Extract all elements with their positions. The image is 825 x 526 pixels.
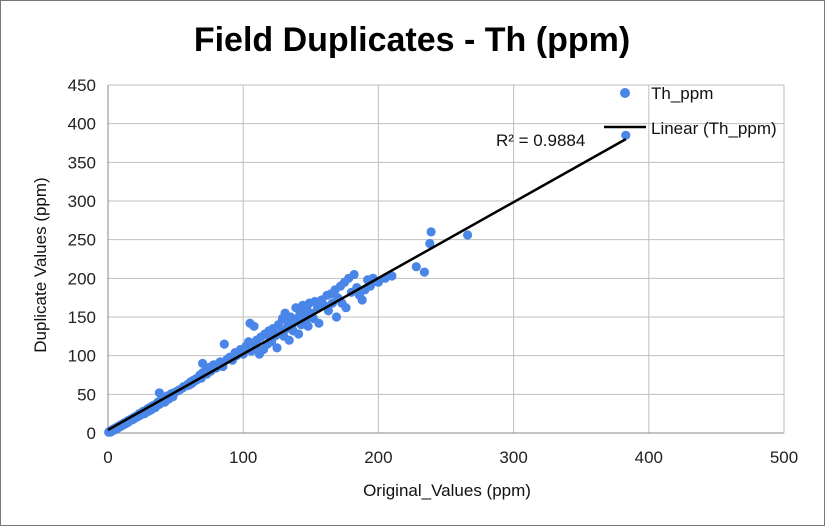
data-point — [244, 337, 254, 347]
axes — [107, 85, 784, 434]
data-point — [303, 321, 313, 331]
legend: Th_ppm Linear (Th_ppm) — [604, 84, 777, 138]
data-point — [425, 238, 435, 249]
data-point — [331, 312, 342, 322]
legend-marker-points — [620, 88, 630, 98]
x-axis-label: Original_Values (ppm) — [363, 481, 531, 500]
data-point — [341, 303, 351, 313]
x-tick-label: 0 — [103, 448, 112, 467]
y-tick-label: 450 — [68, 76, 96, 95]
data-point — [419, 267, 429, 277]
x-tick-label: 200 — [364, 448, 392, 467]
data-point — [357, 295, 367, 305]
data-point — [621, 130, 631, 140]
y-tick-label: 300 — [68, 192, 96, 211]
data-point — [272, 343, 282, 353]
data-point — [219, 339, 229, 349]
y-tick-label: 0 — [87, 424, 96, 443]
r-squared-annotation: R² = 0.9884 — [496, 131, 585, 150]
legend-label-trendline: Linear (Th_ppm) — [651, 119, 777, 138]
data-point — [249, 321, 259, 331]
y-tick-label: 100 — [68, 347, 96, 366]
data-point — [463, 230, 473, 240]
data-point — [154, 388, 164, 398]
x-tick-label: 500 — [770, 448, 798, 467]
legend-label-points: Th_ppm — [651, 84, 713, 103]
y-tick-label: 50 — [77, 385, 96, 404]
y-tick-labels: 0 50 100 150 200 250 300 350 400 450 — [68, 76, 96, 443]
x-tick-label: 300 — [499, 448, 527, 467]
x-tick-label: 100 — [229, 448, 257, 467]
trendline — [107, 138, 627, 431]
x-tick-label: 400 — [635, 448, 663, 467]
y-tick-label: 350 — [68, 153, 96, 172]
data-point — [387, 271, 397, 281]
data-point — [294, 329, 304, 339]
data-point — [284, 335, 294, 345]
data-point — [349, 269, 359, 280]
chart-title: Field Duplicates - Th (ppm) — [194, 21, 630, 59]
data-point — [198, 358, 208, 368]
y-tick-label: 250 — [68, 231, 96, 250]
y-tick-label: 200 — [68, 269, 96, 288]
data-point — [426, 227, 436, 237]
data-point — [411, 262, 421, 272]
y-axis-label: Duplicate Values (ppm) — [31, 177, 50, 352]
y-tick-label: 150 — [68, 308, 96, 327]
y-tick-label: 400 — [68, 115, 96, 134]
x-tick-labels: 0 100 200 300 400 500 — [103, 448, 798, 467]
data-point — [314, 318, 324, 328]
